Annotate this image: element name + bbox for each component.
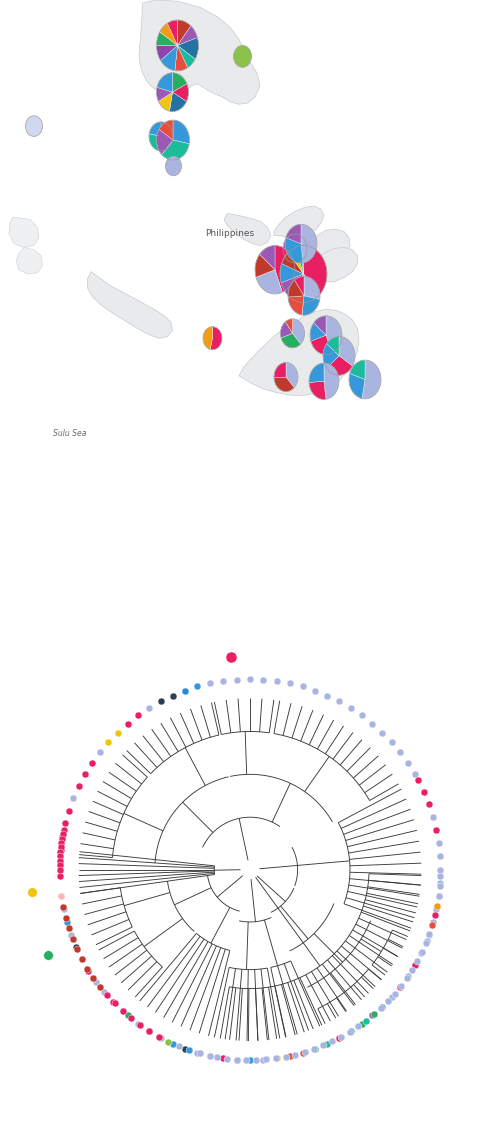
Wedge shape: [326, 316, 342, 353]
Wedge shape: [274, 363, 286, 378]
Wedge shape: [280, 264, 303, 283]
Wedge shape: [156, 129, 173, 154]
Wedge shape: [283, 248, 306, 263]
Polygon shape: [9, 218, 39, 247]
Wedge shape: [178, 37, 199, 59]
Wedge shape: [234, 45, 252, 67]
Wedge shape: [326, 356, 352, 375]
Wedge shape: [160, 45, 178, 70]
Wedge shape: [295, 246, 304, 274]
Wedge shape: [178, 26, 198, 45]
Wedge shape: [310, 323, 326, 341]
Wedge shape: [304, 246, 327, 295]
Wedge shape: [288, 296, 304, 315]
Wedge shape: [288, 247, 304, 274]
Wedge shape: [300, 246, 304, 274]
Wedge shape: [156, 87, 172, 102]
Text: Philippines: Philippines: [206, 229, 254, 238]
Wedge shape: [291, 274, 320, 303]
Wedge shape: [295, 235, 307, 256]
Wedge shape: [149, 122, 161, 136]
Wedge shape: [210, 326, 222, 350]
Wedge shape: [309, 363, 324, 383]
Wedge shape: [161, 122, 173, 139]
Wedge shape: [288, 280, 304, 297]
Polygon shape: [311, 247, 358, 282]
Wedge shape: [172, 73, 187, 92]
Wedge shape: [203, 326, 212, 349]
Wedge shape: [281, 333, 300, 348]
Wedge shape: [324, 363, 339, 399]
Wedge shape: [160, 23, 178, 45]
Wedge shape: [157, 73, 172, 92]
Wedge shape: [292, 318, 304, 344]
Wedge shape: [156, 32, 178, 45]
Wedge shape: [294, 276, 304, 296]
Wedge shape: [283, 235, 295, 248]
Polygon shape: [16, 247, 42, 274]
Wedge shape: [172, 84, 188, 102]
Wedge shape: [286, 363, 298, 387]
Wedge shape: [160, 136, 173, 151]
Wedge shape: [282, 252, 304, 274]
Wedge shape: [26, 116, 42, 136]
Wedge shape: [275, 246, 295, 292]
Wedge shape: [175, 45, 188, 71]
Wedge shape: [286, 318, 292, 333]
Wedge shape: [158, 92, 172, 111]
Wedge shape: [280, 322, 292, 338]
Text: Sulu Sea: Sulu Sea: [54, 429, 86, 437]
Polygon shape: [224, 213, 271, 246]
Wedge shape: [173, 120, 190, 144]
Wedge shape: [170, 92, 186, 111]
Wedge shape: [281, 274, 303, 298]
Wedge shape: [285, 238, 303, 263]
Polygon shape: [139, 0, 260, 104]
Wedge shape: [326, 337, 339, 356]
Wedge shape: [311, 335, 332, 355]
Polygon shape: [274, 206, 324, 237]
Wedge shape: [350, 360, 365, 380]
Polygon shape: [239, 309, 359, 395]
Wedge shape: [256, 270, 282, 293]
Wedge shape: [301, 224, 317, 263]
Wedge shape: [156, 45, 178, 60]
Wedge shape: [162, 140, 189, 160]
Wedge shape: [314, 316, 326, 335]
Wedge shape: [260, 246, 275, 270]
Wedge shape: [166, 156, 182, 176]
Wedge shape: [309, 382, 326, 400]
Wedge shape: [255, 254, 275, 278]
Wedge shape: [286, 224, 301, 244]
Polygon shape: [308, 229, 350, 264]
Wedge shape: [149, 134, 161, 151]
Wedge shape: [178, 20, 191, 45]
Wedge shape: [349, 374, 365, 399]
Polygon shape: [88, 272, 172, 339]
Wedge shape: [274, 377, 294, 392]
Wedge shape: [168, 20, 177, 45]
Wedge shape: [362, 360, 381, 399]
Wedge shape: [159, 120, 173, 140]
Wedge shape: [302, 296, 320, 315]
Wedge shape: [178, 45, 195, 68]
Wedge shape: [323, 343, 339, 368]
Wedge shape: [339, 337, 355, 366]
Wedge shape: [304, 276, 320, 299]
